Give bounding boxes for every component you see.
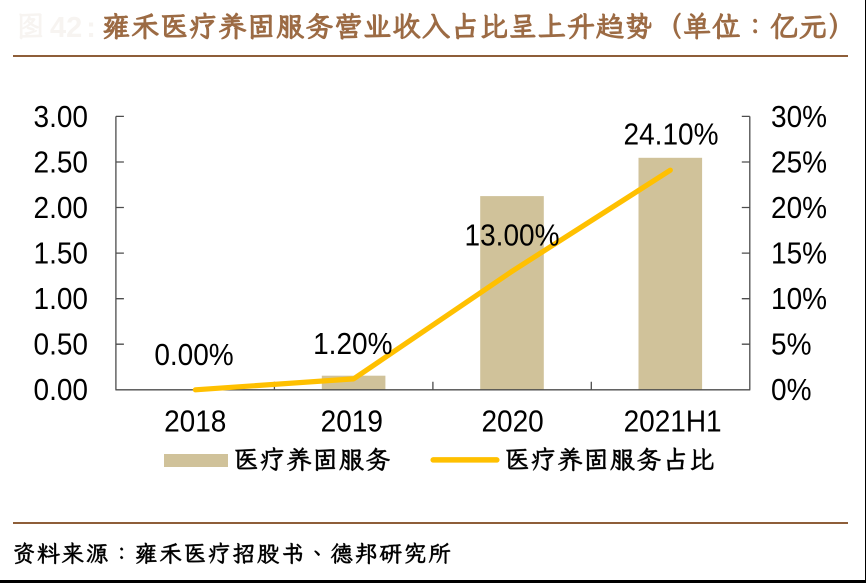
svg-text:20%: 20% (771, 192, 827, 225)
svg-text:5%: 5% (771, 329, 811, 362)
svg-text:0.00%: 0.00% (154, 339, 233, 372)
svg-text:15%: 15% (771, 238, 827, 271)
svg-text:0.00: 0.00 (34, 374, 88, 407)
svg-text:2.50: 2.50 (34, 146, 88, 179)
svg-text:2021H1: 2021H1 (624, 405, 722, 438)
svg-text:3.00: 3.00 (34, 101, 88, 134)
svg-text:1.50: 1.50 (34, 238, 88, 271)
svg-text:0%: 0% (771, 374, 811, 407)
svg-text:10%: 10% (771, 283, 827, 316)
svg-text:24.10%: 24.10% (624, 119, 719, 152)
svg-text:1.00: 1.00 (34, 283, 88, 316)
svg-text:13.00%: 13.00% (465, 220, 560, 253)
svg-text:2019: 2019 (321, 405, 383, 438)
svg-text:2.00: 2.00 (34, 192, 88, 225)
svg-text:2020: 2020 (481, 405, 543, 438)
svg-text:25%: 25% (771, 146, 827, 179)
svg-text:1.20%: 1.20% (313, 328, 392, 361)
svg-text:0.50: 0.50 (34, 329, 88, 362)
svg-text:30%: 30% (771, 101, 827, 134)
svg-text:2018: 2018 (164, 405, 226, 438)
